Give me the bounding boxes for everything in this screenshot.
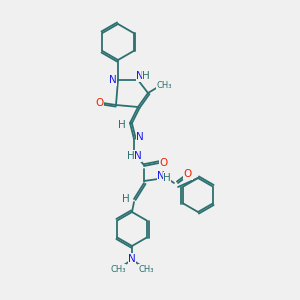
- Text: O: O: [95, 98, 103, 108]
- Text: CH₃: CH₃: [110, 265, 126, 274]
- Text: N: N: [157, 171, 165, 181]
- Text: H: H: [163, 173, 171, 183]
- Text: H: H: [122, 194, 130, 204]
- Text: N: N: [136, 132, 144, 142]
- Text: O: O: [184, 169, 192, 179]
- Text: H: H: [142, 71, 150, 81]
- Text: CH₃: CH₃: [138, 265, 154, 274]
- Text: H: H: [127, 151, 135, 161]
- Text: O: O: [160, 158, 168, 168]
- Text: N: N: [136, 71, 144, 81]
- Text: N: N: [134, 151, 142, 161]
- Text: H: H: [118, 120, 126, 130]
- Text: N: N: [109, 75, 117, 85]
- Text: N: N: [128, 254, 136, 264]
- Text: CH₃: CH₃: [156, 80, 172, 89]
